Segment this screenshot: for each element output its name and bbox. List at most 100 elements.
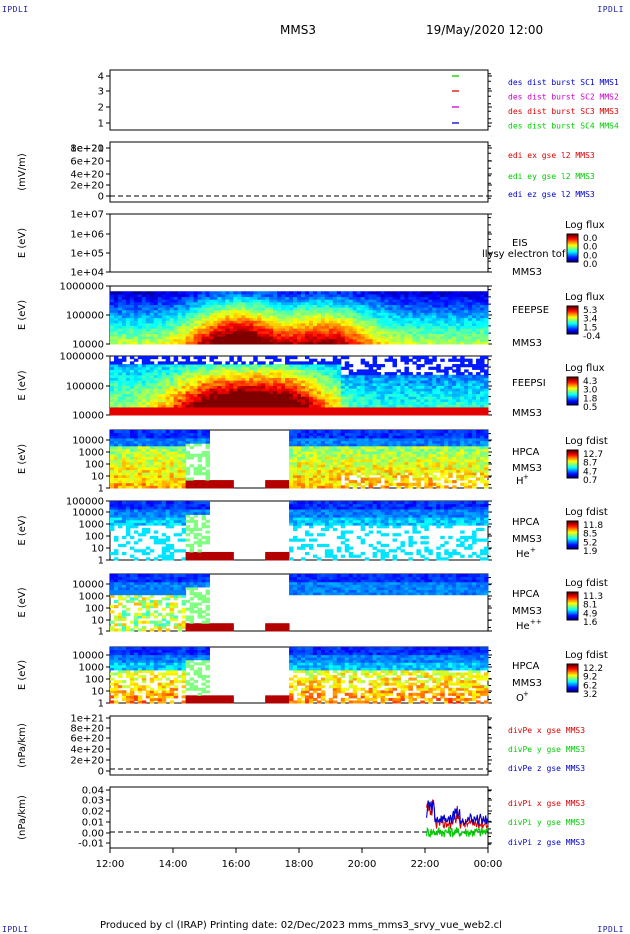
feepsi-cell: [380, 396, 386, 400]
feepsi-cell: [213, 366, 218, 370]
divpi-ytick-label: 0.01: [82, 818, 104, 829]
hpca-h-cell: [340, 461, 346, 465]
feepsi-cell: [265, 380, 270, 384]
feepsi-cell: [185, 409, 191, 413]
feepse-cell: [412, 328, 417, 332]
feepse-cell: [153, 299, 159, 303]
feepsi-cell: [121, 404, 127, 408]
feepsi-cell: [293, 404, 298, 408]
feepse-cell: [376, 322, 382, 327]
feepse-cell: [165, 336, 171, 340]
feepsi-cell: [356, 398, 362, 403]
feepsi-cell: [428, 374, 433, 378]
feepsi-cell: [404, 358, 409, 362]
feepse-cell: [380, 296, 386, 300]
feepsi-cell: [205, 401, 210, 405]
feepse-cell: [213, 315, 218, 319]
hpca-h-cell: [289, 453, 294, 457]
hpca-h-cell: [185, 451, 191, 455]
feepse-cell: [348, 317, 354, 321]
feepsi-cell: [153, 404, 159, 408]
feepse-cell: [249, 296, 254, 300]
feepse-cell: [297, 333, 302, 337]
feepsi-cell: [428, 377, 433, 381]
feepsi-cell: [241, 382, 246, 386]
hpca-h-cell: [293, 480, 298, 484]
feepse-cell: [245, 315, 250, 319]
feepsi-cell: [145, 361, 151, 365]
feepsi-cell: [181, 393, 187, 397]
hpca-h-cell: [185, 469, 191, 473]
feepse-cell: [257, 315, 262, 319]
feepsi-cell: [332, 372, 338, 376]
feepse-cell: [245, 304, 250, 308]
hpca-h-cell: [153, 443, 159, 447]
hpca-h-cell: [110, 456, 115, 460]
feepsi-cell: [265, 409, 270, 413]
hpca-h-cell: [328, 445, 334, 449]
feepse-cell: [173, 322, 179, 327]
feepsi-cell: [444, 366, 449, 370]
feepse-cell: [141, 320, 147, 324]
feepse-cell: [464, 322, 469, 327]
feepsi-cell: [332, 366, 338, 370]
feepsi-cell: [173, 377, 179, 381]
feepse-cell: [277, 328, 282, 332]
feepse-cell: [177, 291, 183, 295]
feepsi-cell: [293, 393, 298, 397]
feepsi-cell: [221, 374, 226, 378]
feepsi-cell: [396, 385, 401, 389]
hpca-h-cell: [348, 440, 354, 444]
feepsi-cell: [356, 380, 362, 384]
feepsi-cell: [161, 404, 167, 408]
feepsi-cell: [356, 412, 362, 416]
feepse-cell: [456, 317, 461, 321]
feepsi-cell: [249, 377, 254, 381]
feepse-cell: [237, 322, 242, 327]
feepse-cell: [340, 304, 346, 308]
feepse-cell: [117, 325, 123, 329]
feepse-cell: [165, 301, 171, 305]
hpca-h-cell: [213, 480, 218, 484]
feepsi-cell: [392, 388, 397, 392]
feepse-cell: [304, 293, 310, 298]
hpca-h-cell: [289, 435, 294, 439]
feepsi-cell: [293, 361, 298, 365]
feepse-cell: [181, 341, 187, 345]
feepsi-cell: [113, 404, 119, 408]
feepse-cell: [181, 322, 187, 327]
feepsi-cell: [217, 369, 222, 373]
feepse-cell: [221, 322, 226, 327]
feepsi-cell: [261, 382, 266, 386]
hpca-h-cell: [141, 453, 147, 457]
feepsi-cell: [484, 374, 489, 378]
feepse-cell: [472, 330, 477, 334]
feepse-cell: [428, 317, 433, 321]
feepse-cell: [460, 330, 465, 334]
feepsi-cell: [233, 377, 238, 381]
feepse-cell: [221, 309, 226, 313]
feepse-cell: [380, 312, 386, 316]
feepsi-cell: [388, 388, 394, 392]
feepsi-cell: [308, 401, 314, 405]
feepse-cell: [372, 338, 378, 342]
feepse-cell: [388, 299, 394, 303]
feepsi-cell: [281, 385, 286, 389]
feepsi-cell: [165, 377, 171, 381]
feepse-cell: [480, 291, 485, 295]
hpca-h-cell: [153, 435, 159, 439]
hpca-h-cell: [312, 477, 318, 481]
hpca-h-cell: [320, 451, 326, 455]
feepse-cell: [277, 333, 282, 337]
feepsi-cell: [233, 361, 238, 365]
hpca-h-cell: [133, 472, 139, 476]
hpca-h-cell: [344, 461, 350, 465]
feepse-cell: [221, 317, 226, 321]
hpca-h-cell: [293, 461, 298, 465]
feepse-cell: [249, 325, 254, 329]
feepse-cell: [416, 333, 421, 337]
feepsi-cell: [121, 412, 127, 416]
hpca-h-cell: [165, 482, 171, 486]
feepse-cell: [424, 304, 429, 308]
feepsi-cell: [217, 385, 222, 389]
